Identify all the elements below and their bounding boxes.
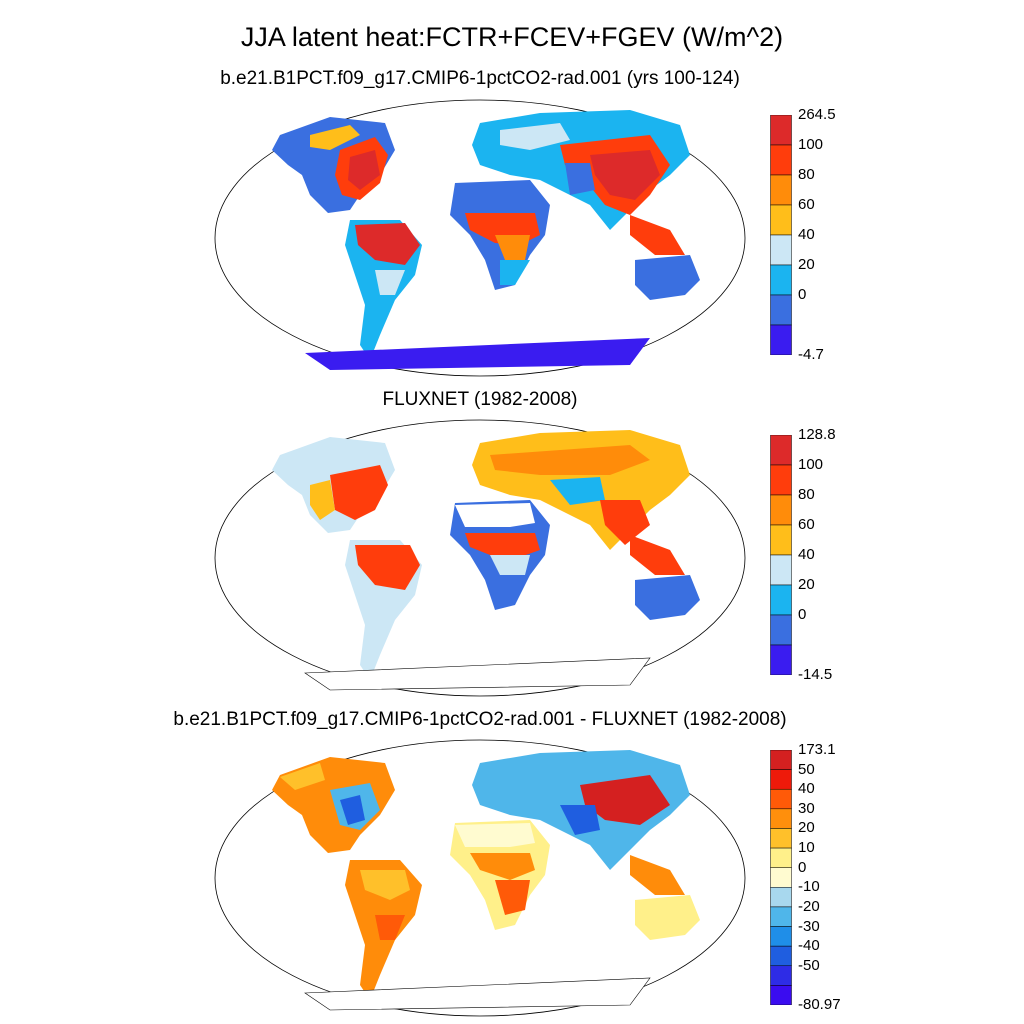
colorbar-tick-label: -40 — [798, 937, 820, 955]
colorbar-swatch — [770, 926, 792, 947]
colorbar-panel-3 — [770, 750, 792, 1005]
colorbar-tick-label: 20 — [798, 256, 815, 273]
land-north-america — [272, 437, 395, 533]
map-panel-3 — [214, 739, 746, 1017]
colorbar-swatch — [770, 644, 792, 675]
colorbar-tick-label: 30 — [798, 799, 815, 817]
panel-1-title: b.e21.B1PCT.f09_g17.CMIP6-1pctCO2-rad.00… — [220, 68, 740, 89]
colorbar-tick-label: 80 — [798, 486, 815, 503]
colorbar-swatch — [770, 808, 792, 829]
colorbar-tick-label: 0 — [798, 858, 807, 876]
colorbar-swatch — [770, 867, 792, 888]
colorbar-tick-label: 50 — [798, 760, 815, 778]
land-antarctica — [304, 657, 651, 691]
colorbar-swatch — [770, 614, 792, 646]
panel-2-title: FLUXNET (1982-2008) — [382, 389, 578, 410]
panel-3-title: b.e21.B1PCT.f09_g17.CMIP6-1pctCO2-rad.00… — [173, 709, 787, 730]
colorbar-swatch — [770, 144, 792, 176]
colorbar-swatch — [770, 494, 792, 526]
colorbar-tick-label: -10 — [798, 878, 820, 896]
land-antarctica — [304, 977, 651, 1011]
map-panel-2 — [214, 419, 746, 697]
colorbar-tick-label: 40 — [798, 546, 815, 563]
land-africa — [450, 820, 550, 930]
figure-title: JJA latent heat:FCTR+FCEV+FGEV (W/m^2) — [240, 22, 784, 52]
colorbar-tick-label: -80.97 — [798, 996, 841, 1013]
colorbar-swatch — [770, 985, 792, 1005]
map-panel-1 — [214, 99, 746, 377]
colorbar-tick-label: 40 — [798, 780, 815, 798]
colorbar-tick-label: 20 — [798, 576, 815, 593]
colorbar-swatch — [770, 828, 792, 849]
land-eurasia — [472, 430, 690, 575]
colorbar-swatch — [770, 584, 792, 616]
land-south-america — [345, 540, 422, 680]
colorbar-swatch — [770, 524, 792, 556]
colorbar-panel-1 — [770, 115, 792, 355]
colorbar-tick-label: 10 — [798, 839, 815, 857]
colorbar-swatch — [770, 115, 792, 146]
land-eurasia — [472, 110, 690, 255]
colorbar-tick-label: 60 — [798, 196, 815, 213]
colorbar-tick-label: -20 — [798, 897, 820, 915]
colorbar-swatch — [770, 945, 792, 967]
colorbar-swatch — [770, 750, 792, 770]
land-australia — [635, 255, 700, 300]
land-south-america — [345, 220, 422, 360]
colorbar-tick-label: 0 — [798, 606, 807, 623]
colorbar-tick-label: -30 — [798, 917, 820, 935]
colorbar-swatch — [770, 965, 792, 986]
colorbar-swatch — [770, 435, 792, 466]
colorbar-swatch — [770, 906, 792, 927]
land-north-america — [272, 757, 395, 853]
colorbar-tick-label: 0 — [798, 286, 807, 303]
colorbar-tick-label: 60 — [798, 516, 815, 533]
colorbar-swatch — [770, 204, 792, 236]
colorbar-tick-label: 20 — [798, 819, 815, 837]
colorbar-swatch — [770, 847, 792, 868]
colorbar-tick-label: 264.5 — [798, 106, 836, 123]
colorbar-swatch — [770, 464, 792, 496]
land-africa — [450, 500, 550, 610]
colorbar-swatch — [770, 324, 792, 355]
colorbar-tick-label: -4.7 — [798, 346, 824, 363]
colorbar-swatch — [770, 887, 792, 908]
land-south-america — [345, 860, 422, 1000]
colorbar-tick-label: 173.1 — [798, 741, 836, 758]
colorbar-swatch — [770, 234, 792, 266]
colorbar-swatch — [770, 264, 792, 296]
colorbar-swatch — [770, 554, 792, 586]
colorbar-swatch — [770, 294, 792, 326]
land-africa — [450, 180, 550, 290]
land-antarctica — [305, 338, 650, 370]
colorbar-tick-label: 80 — [798, 166, 815, 183]
colorbar-tick-label: 100 — [798, 456, 824, 473]
land-north-america — [272, 117, 395, 213]
colorbar-tick-label: -14.5 — [798, 666, 833, 683]
colorbar-tick-label: -50 — [798, 956, 820, 974]
colorbar-swatch — [770, 769, 792, 790]
colorbar-swatch — [770, 174, 792, 206]
colorbar-tick-label: 40 — [798, 226, 815, 243]
land-eurasia — [472, 750, 690, 895]
land-australia — [635, 575, 700, 620]
colorbar-tick-label: 128.8 — [798, 426, 836, 443]
colorbar-swatch — [770, 788, 792, 810]
land-australia — [635, 895, 700, 940]
colorbar-tick-label: 100 — [798, 136, 824, 153]
colorbar-panel-2 — [770, 435, 792, 675]
